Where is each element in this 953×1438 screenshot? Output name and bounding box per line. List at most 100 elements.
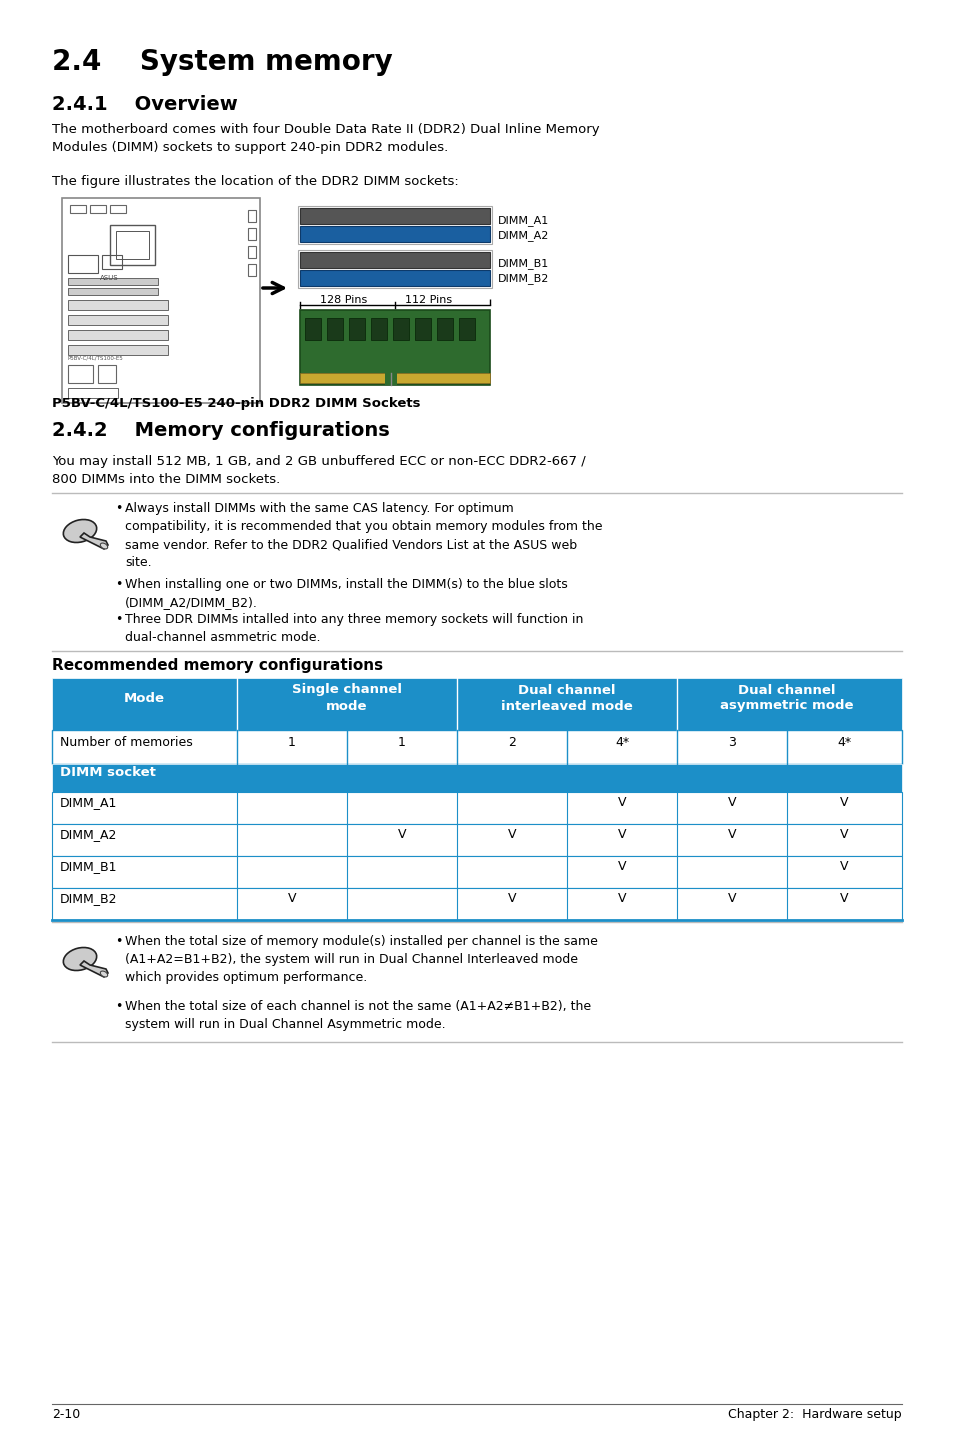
Text: DIMM_A2: DIMM_A2 xyxy=(60,828,117,841)
Text: V: V xyxy=(507,893,516,906)
Text: V: V xyxy=(840,828,848,841)
Polygon shape xyxy=(80,961,108,976)
Text: DIMM socket: DIMM socket xyxy=(60,766,155,779)
Text: DIMM_B2: DIMM_B2 xyxy=(497,273,549,283)
Text: Mode: Mode xyxy=(124,692,165,705)
Bar xyxy=(52,792,901,824)
Text: 2.4    System memory: 2.4 System memory xyxy=(52,47,393,76)
Text: Dual channel
interleaved mode: Dual channel interleaved mode xyxy=(500,683,632,712)
Bar xyxy=(393,318,409,339)
Bar xyxy=(62,198,260,403)
Text: •: • xyxy=(115,999,122,1012)
Bar xyxy=(248,265,255,276)
Text: 2.4.1    Overview: 2.4.1 Overview xyxy=(52,95,237,114)
Ellipse shape xyxy=(100,544,108,549)
Bar xyxy=(385,371,396,385)
Bar xyxy=(70,206,86,213)
Text: V: V xyxy=(840,797,848,810)
Bar xyxy=(110,224,154,265)
Text: •: • xyxy=(115,935,122,948)
Bar xyxy=(52,856,901,889)
Text: 1: 1 xyxy=(288,735,295,749)
Bar xyxy=(68,315,168,325)
Text: DIMM_B1: DIMM_B1 xyxy=(60,860,117,873)
Text: V: V xyxy=(618,797,625,810)
Text: The motherboard comes with four Double Data Rate II (DDR2) Dual Inline Memory
Mo: The motherboard comes with four Double D… xyxy=(52,124,599,154)
Text: V: V xyxy=(727,893,736,906)
Text: V: V xyxy=(727,797,736,810)
Bar xyxy=(68,345,168,355)
Bar xyxy=(90,206,106,213)
Bar xyxy=(68,255,98,273)
Bar xyxy=(415,318,431,339)
Text: V: V xyxy=(618,828,625,841)
Text: DIMM_B2: DIMM_B2 xyxy=(60,893,117,906)
Text: 1: 1 xyxy=(397,735,406,749)
Bar xyxy=(305,318,320,339)
Ellipse shape xyxy=(100,971,108,976)
Text: V: V xyxy=(618,893,625,906)
Text: V: V xyxy=(507,828,516,841)
Text: 128 Pins: 128 Pins xyxy=(319,295,367,305)
Bar xyxy=(68,388,118,398)
Bar xyxy=(248,229,255,240)
Text: V: V xyxy=(840,893,848,906)
Text: •: • xyxy=(115,613,122,626)
Text: DIMM_B1: DIMM_B1 xyxy=(497,257,549,269)
Text: V: V xyxy=(618,860,625,873)
Text: •: • xyxy=(115,502,122,515)
Bar xyxy=(299,311,490,385)
Text: Recommended memory configurations: Recommended memory configurations xyxy=(52,659,383,673)
Bar xyxy=(68,329,168,339)
Text: Single channel
mode: Single channel mode xyxy=(292,683,401,712)
Bar xyxy=(110,206,126,213)
Bar xyxy=(327,318,343,339)
Bar xyxy=(52,889,901,920)
Bar xyxy=(371,318,387,339)
Text: ASUS: ASUS xyxy=(100,275,118,280)
Text: V: V xyxy=(288,893,296,906)
Text: You may install 512 MB, 1 GB, and 2 GB unbuffered ECC or non-ECC DDR2-667 /
800 : You may install 512 MB, 1 GB, and 2 GB u… xyxy=(52,454,585,486)
Bar xyxy=(458,318,475,339)
Ellipse shape xyxy=(63,519,96,542)
Bar xyxy=(68,288,158,295)
Bar xyxy=(297,206,492,244)
Bar xyxy=(436,318,453,339)
Text: P5BV-C/4L/TS100-E5 240-pin DDR2 DIMM Sockets: P5BV-C/4L/TS100-E5 240-pin DDR2 DIMM Soc… xyxy=(52,397,420,410)
Text: V: V xyxy=(727,828,736,841)
Text: Three DDR DIMMs intalled into any three memory sockets will function in
dual-cha: Three DDR DIMMs intalled into any three … xyxy=(125,613,583,644)
Bar xyxy=(299,252,490,267)
Bar xyxy=(98,365,116,383)
Text: 4*: 4* xyxy=(615,735,628,749)
Text: V: V xyxy=(840,860,848,873)
Bar xyxy=(299,226,490,242)
Bar xyxy=(52,764,901,792)
Text: 3: 3 xyxy=(727,735,735,749)
Text: 2.4.2    Memory configurations: 2.4.2 Memory configurations xyxy=(52,421,390,440)
Bar xyxy=(52,824,901,856)
Bar xyxy=(349,318,365,339)
Text: When the total size of each channel is not the same (A1+A2≠B1+B2), the
system wi: When the total size of each channel is n… xyxy=(125,999,591,1031)
Text: Dual channel
asymmetric mode: Dual channel asymmetric mode xyxy=(720,683,853,712)
Text: 4*: 4* xyxy=(837,735,851,749)
Polygon shape xyxy=(80,533,108,549)
Text: Always install DIMMs with the same CAS latency. For optimum
compatibility, it is: Always install DIMMs with the same CAS l… xyxy=(125,502,602,569)
Text: The figure illustrates the location of the DDR2 DIMM sockets:: The figure illustrates the location of t… xyxy=(52,175,458,188)
Text: Chapter 2:  Hardware setup: Chapter 2: Hardware setup xyxy=(727,1408,901,1421)
Ellipse shape xyxy=(63,948,96,971)
Bar xyxy=(297,250,492,288)
Text: DIMM_A2: DIMM_A2 xyxy=(497,230,549,242)
Bar xyxy=(299,209,490,224)
Text: •: • xyxy=(115,578,122,591)
Bar xyxy=(52,731,901,764)
Bar xyxy=(116,232,149,259)
Bar xyxy=(248,210,255,221)
Text: P5BV-C/4L/TS100-E5: P5BV-C/4L/TS100-E5 xyxy=(68,357,124,361)
Text: V: V xyxy=(397,828,406,841)
Bar xyxy=(299,372,490,383)
Text: 112 Pins: 112 Pins xyxy=(405,295,452,305)
Text: DIMM_A1: DIMM_A1 xyxy=(60,797,117,810)
Text: Number of memories: Number of memories xyxy=(60,735,193,749)
Text: When the total size of memory module(s) installed per channel is the same
(A1+A2: When the total size of memory module(s) … xyxy=(125,935,598,984)
Text: When installing one or two DIMMs, install the DIMM(s) to the blue slots
(DIMM_A2: When installing one or two DIMMs, instal… xyxy=(125,578,567,610)
